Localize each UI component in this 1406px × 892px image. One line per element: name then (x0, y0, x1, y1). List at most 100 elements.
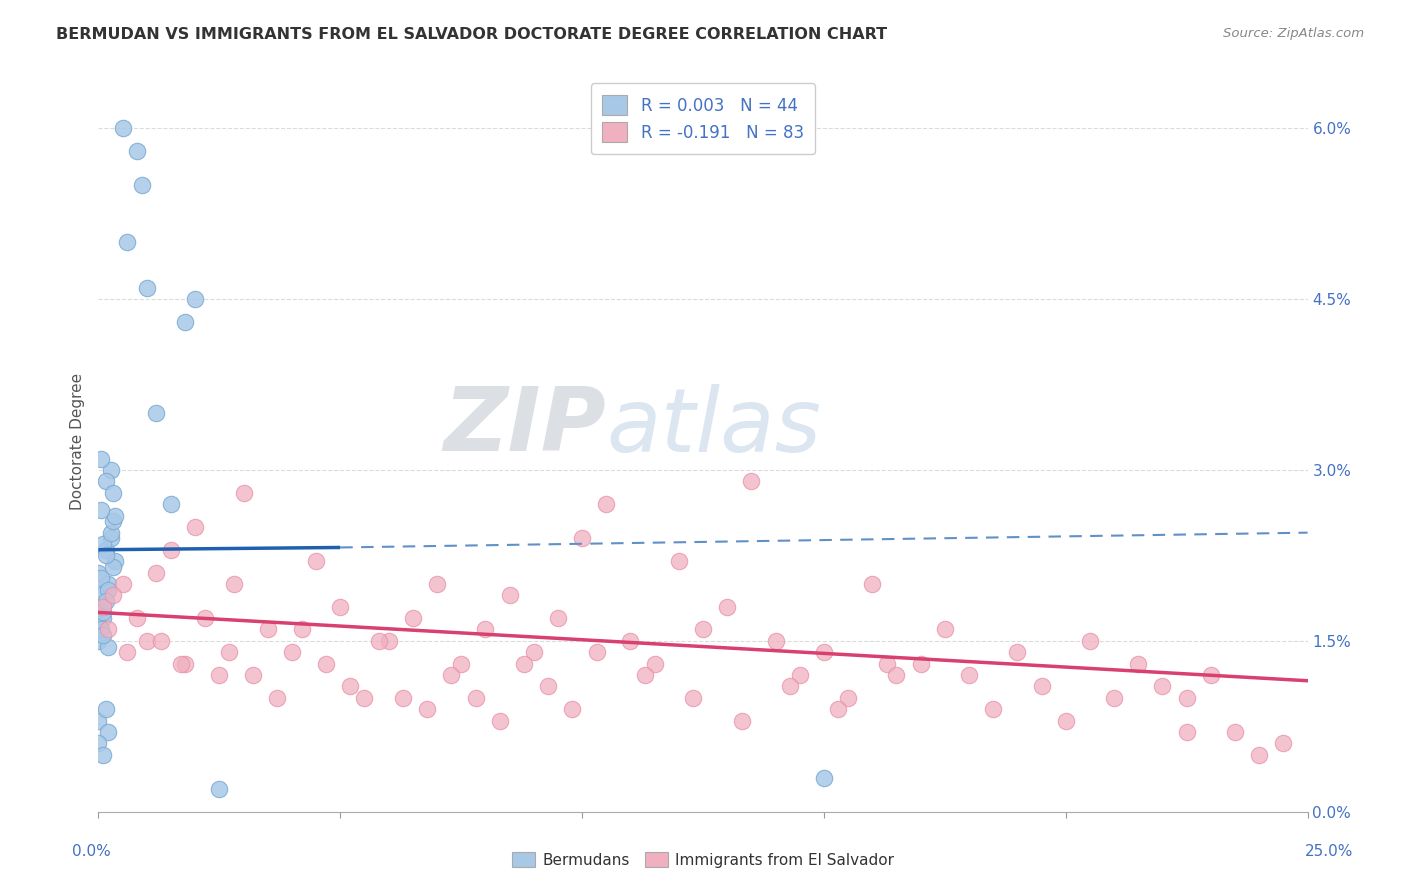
Text: ZIP: ZIP (443, 384, 606, 470)
Point (765, 633, 787, 648)
Point (160, 497, 183, 511)
Point (668, 554, 690, 568)
Point (169, 657, 191, 671)
Point (740, 475, 762, 489)
Point (87, 736, 110, 750)
Y-axis label: Doctorate Degree: Doctorate Degree (69, 373, 84, 510)
Point (101, 485, 124, 500)
Point (256, 623, 278, 637)
Point (184, 520, 207, 534)
Point (94, 475, 117, 489)
Point (90, 571, 112, 585)
Point (91, 747, 114, 762)
Point (174, 657, 197, 671)
Point (1152, 680, 1174, 694)
Point (682, 690, 704, 705)
Point (160, 542, 183, 557)
Point (222, 577, 245, 591)
Point (117, 235, 139, 250)
Point (100, 525, 122, 540)
Point (91, 599, 114, 614)
Point (242, 668, 264, 682)
Point (339, 680, 361, 694)
Point (585, 645, 607, 659)
Point (266, 690, 288, 705)
Point (94, 702, 117, 716)
Point (305, 554, 328, 568)
Point (290, 623, 312, 637)
Point (498, 588, 520, 602)
Point (1054, 714, 1077, 728)
Point (886, 668, 908, 682)
Point (135, 633, 157, 648)
Point (232, 485, 254, 500)
Point (440, 668, 463, 682)
Point (450, 657, 472, 671)
Point (464, 690, 486, 705)
Point (644, 657, 666, 671)
Point (104, 554, 127, 568)
Point (101, 514, 124, 528)
Point (1102, 690, 1125, 705)
Point (957, 668, 980, 682)
Point (87, 566, 110, 580)
Legend: Bermudans, Immigrants from El Salvador: Bermudans, Immigrants from El Salvador (503, 844, 903, 875)
Legend: R = 0.003   N = 44, R = -0.191   N = 83: R = 0.003 N = 44, R = -0.191 N = 83 (591, 83, 815, 154)
Point (731, 714, 754, 728)
Point (117, 645, 139, 659)
Point (150, 633, 173, 648)
Point (87, 599, 110, 614)
Point (127, 144, 149, 158)
Point (90, 623, 112, 637)
Point (716, 599, 738, 614)
Point (1272, 736, 1295, 750)
Text: BERMUDAN VS IMMIGRANTS FROM EL SALVADOR DOCTORATE DEGREE CORRELATION CHART: BERMUDAN VS IMMIGRANTS FROM EL SALVADOR … (56, 27, 887, 42)
Point (100, 463, 122, 477)
Point (97, 582, 120, 597)
Point (90, 503, 112, 517)
Point (634, 668, 657, 682)
Point (97, 623, 120, 637)
Point (111, 577, 134, 591)
Point (94, 542, 117, 557)
Point (813, 771, 835, 785)
Point (402, 611, 425, 625)
Point (97, 640, 120, 654)
Point (827, 702, 849, 716)
Point (145, 406, 167, 420)
Point (1223, 725, 1246, 739)
Point (353, 690, 375, 705)
Point (910, 657, 932, 671)
Text: atlas: atlas (606, 384, 821, 470)
Point (131, 178, 153, 193)
Point (789, 668, 811, 682)
Point (101, 559, 124, 574)
Point (1175, 690, 1198, 705)
Point (537, 680, 560, 694)
Point (135, 281, 157, 295)
Text: 0.0%: 0.0% (72, 845, 111, 859)
Point (91, 537, 114, 551)
Point (194, 611, 217, 625)
Text: Source: ZipAtlas.com: Source: ZipAtlas.com (1223, 27, 1364, 40)
Text: 25.0%: 25.0% (1305, 845, 1353, 859)
Point (97, 577, 120, 591)
Point (1199, 668, 1222, 682)
Point (860, 577, 883, 591)
Point (779, 680, 801, 694)
Point (87, 633, 110, 648)
Point (281, 645, 304, 659)
Point (692, 623, 714, 637)
Point (87, 714, 110, 728)
Point (392, 690, 415, 705)
Point (813, 645, 835, 659)
Point (218, 645, 240, 659)
Point (489, 714, 512, 728)
Point (91, 611, 114, 625)
Point (1007, 645, 1029, 659)
Point (523, 645, 546, 659)
Point (208, 668, 231, 682)
Point (595, 497, 617, 511)
Point (474, 623, 496, 637)
Point (934, 623, 956, 637)
